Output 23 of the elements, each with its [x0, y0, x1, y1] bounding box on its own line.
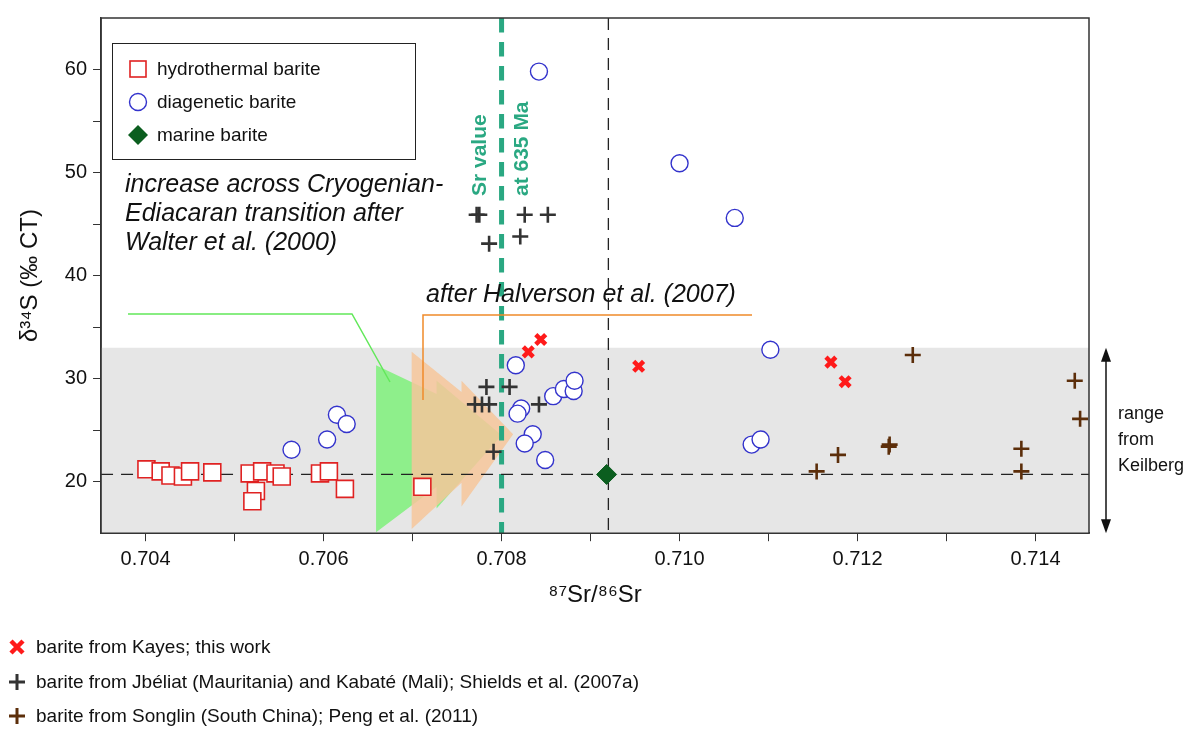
ref-line-label: Sr value at 635 Ma [467, 101, 533, 196]
x-tick-label: 0.710 [654, 546, 705, 569]
annotation: increase across Cryogenian-Ediacaran transition after Walter et al. (2000) [125, 168, 444, 255]
legend-label: barite from Jbéliat (Mauritania) and Kabaté (Mali); Shields et al. (2007a) [36, 670, 640, 693]
y-axis-title: δ³⁴S (‰ CT) [15, 209, 43, 343]
legend-label: diagenetic barite [157, 90, 297, 113]
legend-label: marine barite [157, 123, 268, 146]
x-tick-label: 0.706 [298, 546, 349, 569]
band-label: range from Keilberg [1118, 403, 1185, 476]
x-axis-title: ⁸⁷Sr/⁸⁶Sr [548, 580, 642, 608]
y-tick-label: 40 [64, 263, 88, 286]
y-tick-label: 30 [64, 366, 88, 389]
legend-label: barite from Kayes; this work [36, 636, 271, 659]
y-tick-label: 20 [64, 469, 88, 492]
x-tick-label: 0.708 [476, 546, 527, 569]
x-tick-label: 0.704 [120, 546, 171, 569]
x-tick-label: 0.712 [832, 546, 883, 569]
annotation: after Halverson et al. (2007) [426, 278, 736, 307]
legend-label: hydrothermal barite [157, 57, 321, 80]
y-tick-label: 50 [64, 160, 88, 183]
y-tick-label: 60 [64, 57, 88, 80]
x-tick-label: 0.714 [1010, 546, 1061, 569]
legend-label: barite from Songlin (South China); Peng et al. (2011) [36, 705, 479, 728]
